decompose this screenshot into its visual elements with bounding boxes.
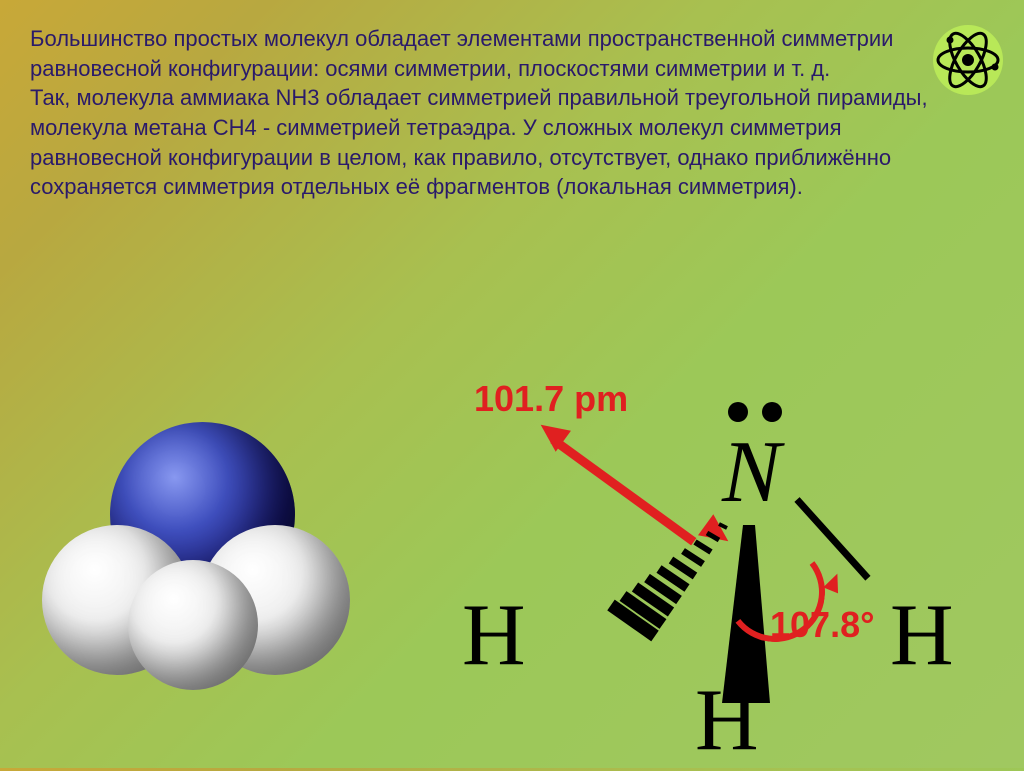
arrow-head-icon — [823, 571, 845, 594]
nitrogen-label: N — [722, 422, 781, 523]
body-text: Большинство простых молекул обладает эле… — [30, 24, 950, 202]
hydrogen-label: H — [462, 585, 526, 686]
bond-length-value: 101.7 pm — [474, 378, 628, 420]
ammonia-3d-model — [50, 410, 370, 710]
hydrogen-label: H — [890, 585, 954, 686]
lone-pair-dot — [762, 402, 782, 422]
hydrogen-sphere — [128, 560, 258, 690]
hydrogen-label: H — [695, 670, 759, 771]
lone-pair-dot — [728, 402, 748, 422]
ammonia-structure-diagram: N 101.7 pm H H H 107.8° — [410, 360, 970, 750]
bond-angle-value: 107.8° — [770, 604, 874, 646]
hashed-wedge-bond — [585, 518, 735, 648]
